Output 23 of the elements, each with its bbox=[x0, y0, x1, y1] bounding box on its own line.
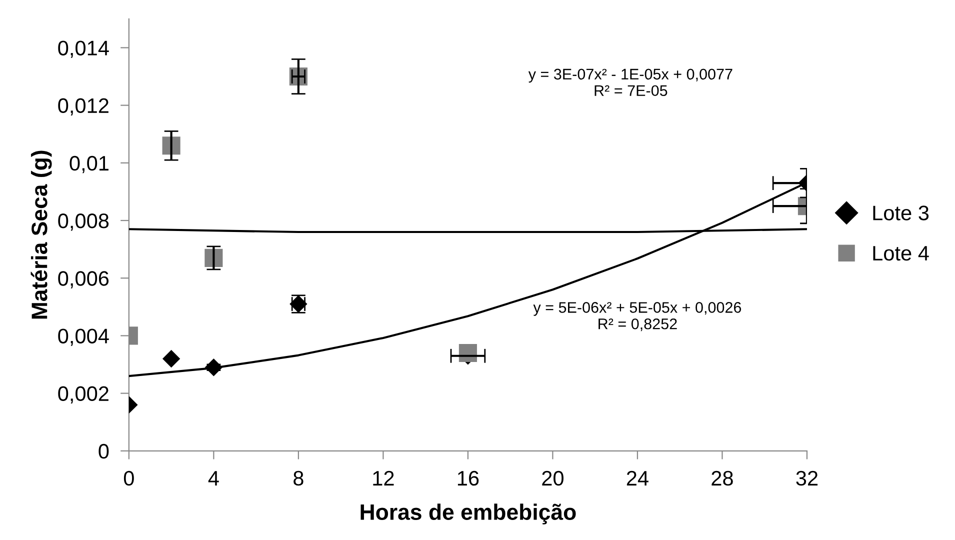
x-tick-label: 28 bbox=[712, 470, 733, 486]
x-tick-label: 24 bbox=[626, 470, 648, 486]
y-tick-label: 0,002 bbox=[58, 386, 108, 404]
x-tick-label: 0 bbox=[124, 470, 134, 486]
y-tick-label: 0,004 bbox=[58, 328, 109, 346]
x-tick-label: 32 bbox=[796, 470, 818, 486]
y-tick-label: 0,006 bbox=[58, 271, 109, 288]
y-tick-label: 0,014 bbox=[58, 40, 109, 58]
y-tick-label: 0,008 bbox=[58, 214, 109, 231]
y-axis-title: Matéria Seca (g) bbox=[30, 150, 52, 319]
x-tick-label: 12 bbox=[373, 470, 394, 486]
x-tick-label: 4 bbox=[208, 471, 219, 486]
x-axis-title: Horas de embebição bbox=[360, 504, 576, 524]
x-tick-label: 8 bbox=[294, 470, 304, 486]
y-tick-label: 0,01 bbox=[70, 156, 108, 174]
y-tick-label: 0 bbox=[98, 444, 109, 459]
legend-label: Lote 4 bbox=[873, 246, 929, 261]
x-tick-label: 16 bbox=[458, 470, 479, 486]
y-tick-label: 0,012 bbox=[58, 98, 108, 116]
x-tick-label: 20 bbox=[542, 470, 564, 486]
annotation: y = 3E-07x² - 1E-05x + 0,0077 R² = 7E-05 bbox=[528, 68, 732, 96]
annotation: y = 5E-06x² + 5E-05x + 0,0026 R² = 0,8252 bbox=[533, 302, 742, 332]
legend-label: Lote 3 bbox=[873, 206, 929, 220]
